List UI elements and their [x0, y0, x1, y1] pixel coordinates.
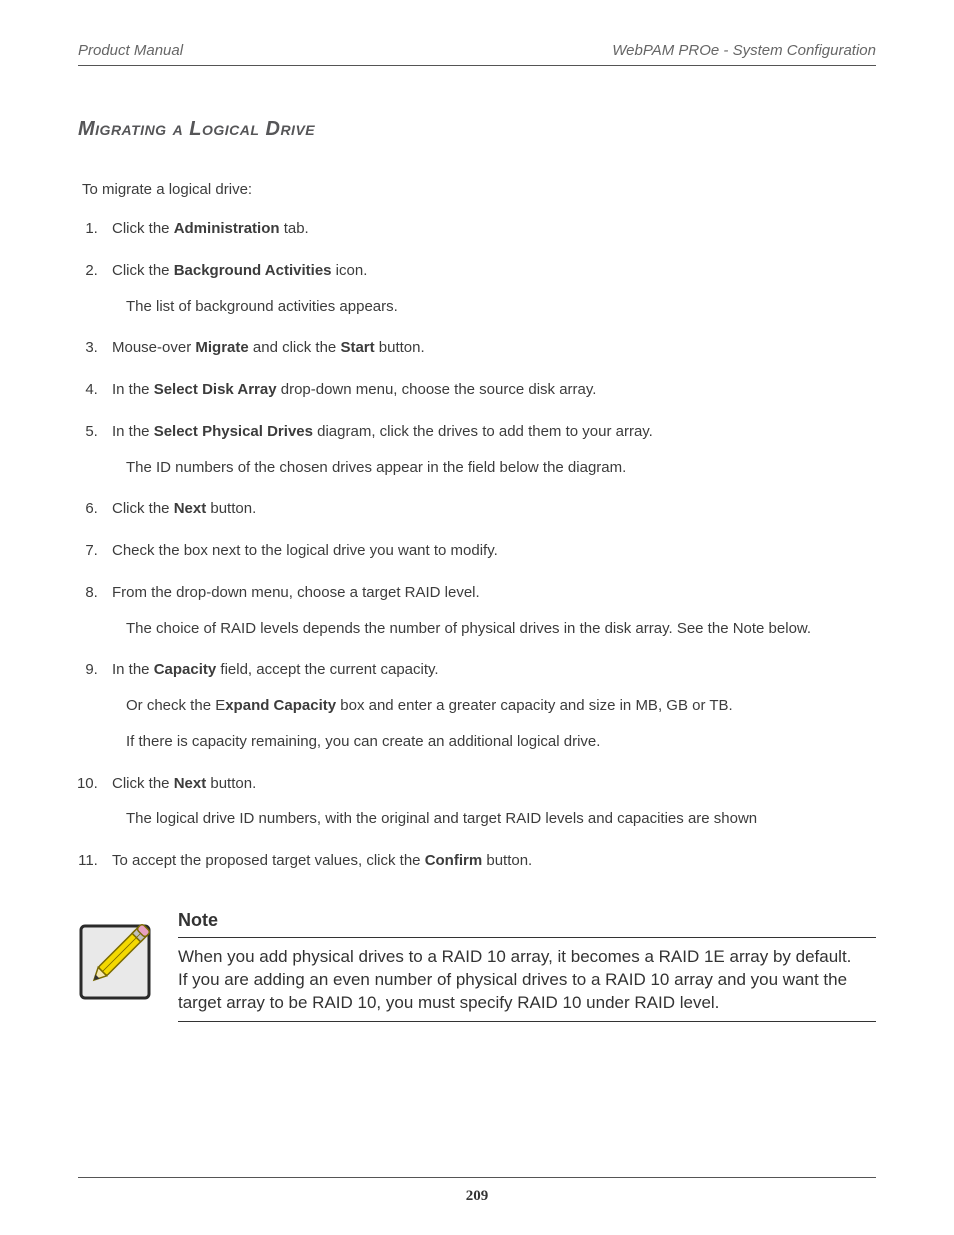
- t: Click the: [112, 262, 174, 279]
- note-line: If you are adding an even number of phys…: [178, 970, 847, 1012]
- step-sub: The choice of RAID levels depends the nu…: [126, 618, 876, 640]
- bold: Migrate: [195, 339, 248, 356]
- bold: Next: [174, 500, 207, 517]
- bold: xpand Capacity: [225, 697, 336, 714]
- step-sub: The logical drive ID numbers, with the o…: [126, 808, 876, 830]
- t: In the: [112, 423, 154, 440]
- bold: Capacity: [154, 661, 217, 678]
- step-text: In the Select Disk Array drop-down menu,…: [112, 381, 596, 398]
- step-text: Click the Background Activities icon.: [112, 262, 367, 279]
- note-content: Note When you add physical drives to a R…: [178, 910, 876, 1022]
- step-6: Click the Next button.: [102, 498, 876, 520]
- t: icon.: [332, 262, 368, 279]
- t: button.: [206, 775, 256, 792]
- step-text: Click the Administration tab.: [112, 220, 309, 237]
- note-icon-wrap: [78, 910, 158, 1007]
- step-8: From the drop-down menu, choose a target…: [102, 582, 876, 640]
- bold: Next: [174, 775, 207, 792]
- step-text: Click the Next button.: [112, 775, 256, 792]
- t: Or check the E: [126, 697, 225, 714]
- note-title: Note: [178, 910, 876, 938]
- t: diagram, click the drives to add them to…: [313, 423, 653, 440]
- step-text: To accept the proposed target values, cl…: [112, 852, 532, 869]
- t: To accept the proposed target values, cl…: [112, 852, 425, 869]
- t: drop-down menu, choose the source disk a…: [277, 381, 597, 398]
- bold: Administration: [174, 220, 280, 237]
- step-1: Click the Administration tab.: [102, 218, 876, 240]
- step-sub: The list of background activities appear…: [126, 296, 876, 318]
- t: Mouse-over: [112, 339, 195, 356]
- bold: Select Physical Drives: [154, 423, 313, 440]
- step-text: Mouse-over Migrate and click the Start b…: [112, 339, 425, 356]
- step-11: To accept the proposed target values, cl…: [102, 850, 876, 872]
- bold: Background Activities: [174, 262, 332, 279]
- header-right: WebPAM PROe - System Configuration: [612, 42, 876, 59]
- steps-list: Click the Administration tab. Click the …: [102, 218, 876, 872]
- page-footer: 209: [78, 1177, 876, 1205]
- step-4: In the Select Disk Array drop-down menu,…: [102, 379, 876, 401]
- step-sub: If there is capacity remaining, you can …: [126, 731, 876, 753]
- note-text: When you add physical drives to a RAID 1…: [178, 946, 876, 1022]
- step-sub: Or check the Expand Capacity box and ent…: [126, 695, 876, 717]
- t: Click the: [112, 775, 174, 792]
- step-7: Check the box next to the logical drive …: [102, 540, 876, 562]
- bold: Select Disk Array: [154, 381, 277, 398]
- t: Click the: [112, 220, 174, 237]
- step-sub: The ID numbers of the chosen drives appe…: [126, 457, 876, 479]
- bold: Start: [340, 339, 374, 356]
- t: In the: [112, 381, 154, 398]
- note-line: When you add physical drives to a RAID 1…: [178, 947, 851, 966]
- step-2: Click the Background Activities icon. Th…: [102, 260, 876, 318]
- t: box and enter a greater capacity and siz…: [336, 697, 733, 714]
- header-left: Product Manual: [78, 42, 183, 59]
- t: Click the: [112, 500, 174, 517]
- bold: Confirm: [425, 852, 483, 869]
- t: button.: [375, 339, 425, 356]
- step-9: In the Capacity field, accept the curren…: [102, 659, 876, 752]
- step-text: In the Select Physical Drives diagram, c…: [112, 423, 653, 440]
- t: In the: [112, 661, 154, 678]
- section-title: Migrating a Logical Drive: [78, 118, 876, 141]
- step-text: From the drop-down menu, choose a target…: [112, 584, 480, 601]
- t: button.: [206, 500, 256, 517]
- page-header: Product Manual WebPAM PROe - System Conf…: [78, 42, 876, 66]
- step-3: Mouse-over Migrate and click the Start b…: [102, 337, 876, 359]
- step-text: Click the Next button.: [112, 500, 256, 517]
- t: and click the: [249, 339, 341, 356]
- step-text: Check the box next to the logical drive …: [112, 542, 498, 559]
- pencil-note-icon: [78, 910, 158, 1002]
- page-number: 209: [466, 1188, 489, 1204]
- step-5: In the Select Physical Drives diagram, c…: [102, 421, 876, 479]
- t: tab.: [280, 220, 309, 237]
- step-text: In the Capacity field, accept the curren…: [112, 661, 439, 678]
- t: field, accept the current capacity.: [216, 661, 438, 678]
- step-10: Click the Next button. The logical drive…: [102, 773, 876, 831]
- intro-text: To migrate a logical drive:: [82, 181, 876, 198]
- note-box: Note When you add physical drives to a R…: [78, 910, 876, 1022]
- t: button.: [482, 852, 532, 869]
